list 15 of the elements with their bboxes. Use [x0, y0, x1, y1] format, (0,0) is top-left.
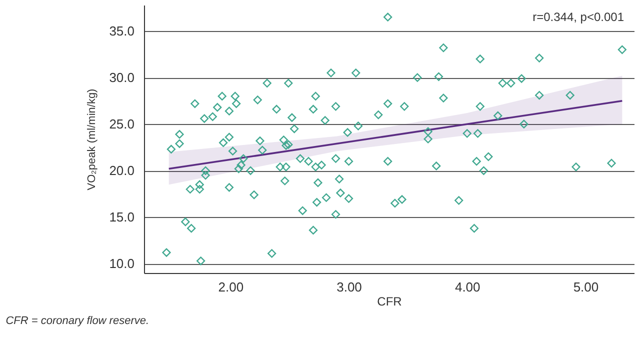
x-tick-label: 4.00: [454, 280, 480, 294]
annotation: r=0.344, p<0.001: [532, 10, 624, 24]
text: CFR = coronary flow reserve.: [6, 315, 150, 327]
y-tick-label: 15.0: [109, 210, 134, 225]
x-tick-label: 3.00: [336, 280, 362, 294]
y-tick-label: 35.0: [109, 24, 134, 39]
y-tick-label: 20.0: [109, 163, 134, 178]
y-axis-title: VO₂peak (ml/min/kg): [86, 88, 98, 190]
x-tick-label: 2.00: [218, 280, 244, 294]
x-axis-title: CFR: [377, 294, 402, 308]
y-tick-label: 25.0: [109, 116, 134, 132]
line-series: [168, 100, 624, 170]
x-tick-label: 5.00: [573, 280, 599, 294]
y-tick-label: 30.0: [109, 70, 134, 86]
y-tick-label: 10.0: [109, 256, 134, 272]
